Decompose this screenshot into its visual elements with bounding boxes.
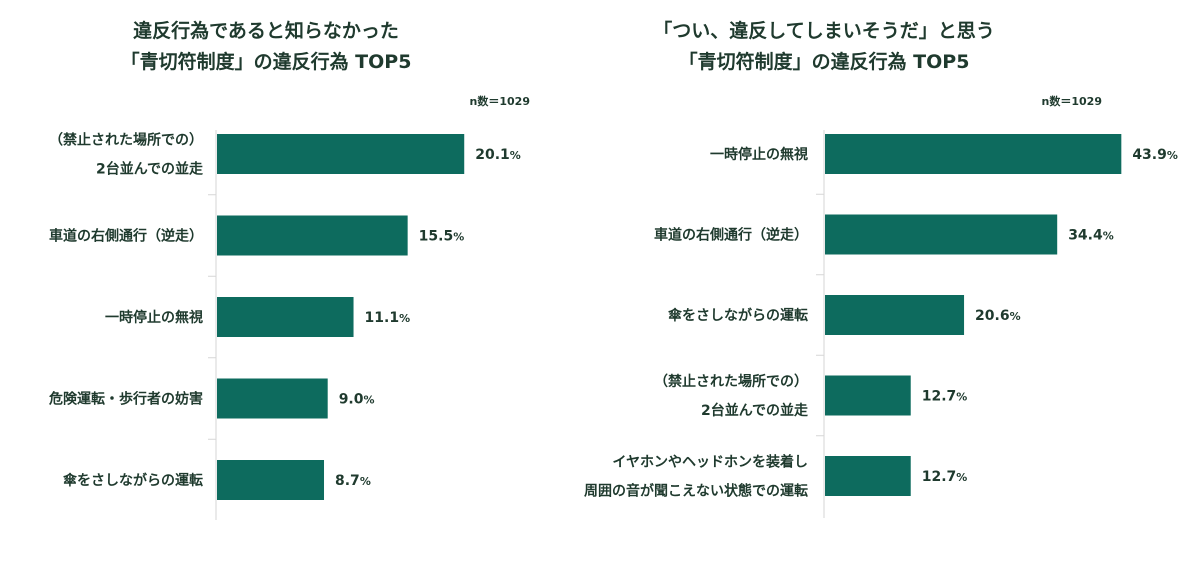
data-label: 12.7% — [922, 469, 968, 485]
unit-symbol: % — [510, 149, 521, 162]
sample-size-note: n数＝1029 — [1042, 94, 1102, 108]
data-label: 12.7% — [922, 389, 968, 405]
bar — [825, 134, 1122, 174]
unit-symbol: % — [1010, 310, 1021, 323]
category-label: 周囲の音が聞こえない状態での運転 — [584, 483, 808, 500]
data-label: 8.7% — [335, 473, 371, 489]
unit-symbol: % — [364, 394, 375, 407]
unit-symbol: % — [360, 475, 371, 488]
unit-symbol: % — [956, 471, 967, 484]
unit-symbol: % — [453, 231, 464, 244]
category-label: 2台並んでの並走 — [96, 161, 204, 178]
data-label: 43.9% — [1132, 147, 1178, 163]
bar — [825, 375, 911, 416]
bar — [217, 134, 465, 174]
category-label: 傘をさしながらの運転 — [63, 472, 203, 489]
category-label: （禁止された場所での） — [49, 132, 203, 149]
category-label: 傘をさしながらの運転 — [668, 307, 808, 324]
data-label: 9.0% — [339, 392, 375, 408]
category-label: 一時停止の無視 — [710, 146, 808, 163]
chart-1: 違反行為であると知らなかった「青切符制度」の違反行為 TOP5 n数＝1029 20… — [48, 19, 530, 520]
chart-title-line: 「青切符制度」の違反行為 TOP5 — [121, 50, 412, 73]
category-label: 2台並んでの並走 — [701, 402, 809, 419]
chart-2: 「つい、違反してしまいそうだ」と思う「青切符制度」の違反行為 TOP5 n数＝10… — [584, 19, 1178, 518]
chart-title-line: 違反行為であると知らなかった — [133, 19, 399, 42]
chart-title-line: 「青切符制度」の違反行為 TOP5 — [679, 50, 970, 73]
chart-title-line: 「つい、違反してしまいそうだ」と思う — [653, 19, 994, 42]
category-label: （禁止された場所での） — [654, 373, 808, 390]
bar — [825, 295, 965, 335]
unit-symbol: % — [399, 312, 410, 325]
data-label: 11.1% — [365, 310, 411, 326]
data-label: 34.4% — [1068, 228, 1114, 244]
data-label: 20.1% — [475, 147, 521, 163]
category-label: 車道の右側通行（逆走） — [49, 228, 203, 245]
category-label: 車道の右側通行（逆走） — [654, 227, 808, 244]
data-label: 15.5% — [419, 229, 465, 245]
category-label: イヤホンやヘッドホンを装着し — [612, 454, 808, 471]
category-label: 危険運転・歩行者の妨害 — [48, 391, 203, 408]
unit-symbol: % — [956, 391, 967, 404]
bar — [217, 378, 328, 419]
unit-symbol: % — [1103, 230, 1114, 243]
bar — [825, 214, 1058, 255]
data-label: 20.6% — [975, 308, 1021, 324]
bar — [217, 297, 354, 337]
bar — [217, 460, 325, 500]
bar — [825, 456, 911, 496]
unit-symbol: % — [1167, 149, 1178, 162]
category-label: 一時停止の無視 — [105, 309, 203, 326]
bar — [217, 215, 408, 256]
sample-size-note: n数＝1029 — [470, 94, 530, 108]
